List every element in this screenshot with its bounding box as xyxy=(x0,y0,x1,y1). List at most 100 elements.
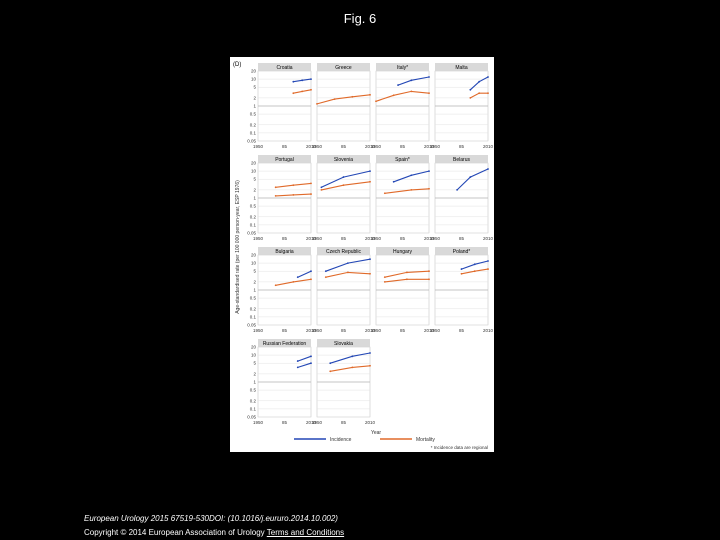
x-tick-label: 85 xyxy=(341,144,347,149)
y-tick-label: 1 xyxy=(253,380,256,385)
mortality-point xyxy=(478,92,481,95)
panel-header xyxy=(317,339,370,347)
y-tick-label: 0.1 xyxy=(250,406,257,411)
incidence-point xyxy=(428,76,430,78)
mortality-point xyxy=(392,94,395,97)
mortality-point xyxy=(375,100,377,103)
panel-title: Croatia xyxy=(276,65,292,71)
mortality-point xyxy=(347,271,349,274)
panel-header xyxy=(435,63,488,71)
x-tick-label: 85 xyxy=(400,144,406,149)
x-tick-label: 85 xyxy=(400,328,406,333)
y-tick-label: 0.1 xyxy=(250,130,257,135)
y-tick-label: 1 xyxy=(253,288,256,293)
incidence-point xyxy=(301,79,304,82)
terms-link[interactable]: Terms and Conditions xyxy=(266,528,345,537)
panel-header xyxy=(376,155,429,163)
y-tick-label: 0.2 xyxy=(250,306,257,311)
y-tick-label: 5 xyxy=(253,85,256,90)
panel-header xyxy=(317,155,370,163)
y-tick-label: 0.5 xyxy=(250,204,257,209)
x-tick-label: 2010 xyxy=(306,236,317,241)
incidence-point xyxy=(296,276,299,279)
panel-title: Greece xyxy=(335,65,352,71)
mortality-point xyxy=(369,272,371,275)
y-tick-label: 0.5 xyxy=(250,388,257,393)
x-tick-label: 1950 xyxy=(371,236,382,241)
mortality-point xyxy=(324,276,327,279)
y-tick-label: 2 xyxy=(253,187,256,192)
panel-title: Spain* xyxy=(395,157,410,163)
panel-russian-federation: Russian Federation20105210.50.20.10.0519… xyxy=(247,339,317,425)
x-tick-label: 85 xyxy=(400,236,406,241)
legend-incidence-label: Incidence xyxy=(330,437,352,443)
x-tick-label: 1950 xyxy=(253,420,264,425)
panel-greece: Greece 1950 85 2010 xyxy=(312,63,376,149)
mortality-point xyxy=(310,88,312,91)
y-tick-label: 5 xyxy=(253,269,256,274)
mortality-point xyxy=(369,180,371,183)
incidence-point xyxy=(347,262,349,264)
y-tick-label: 0.05 xyxy=(247,231,256,236)
panel-header xyxy=(258,155,311,163)
figure-panel: (D) Age-standardised rate (per 100 000 pe… xyxy=(230,57,494,452)
x-tick-label: 85 xyxy=(459,328,465,333)
panel-spain: Spain* 1950 85 2010 xyxy=(371,155,435,241)
x-tick-label: 1950 xyxy=(253,328,264,333)
mortality-point xyxy=(487,268,489,270)
y-tick-label: 0.2 xyxy=(250,398,257,403)
y-tick-label: 0.05 xyxy=(247,139,256,144)
mortality-point xyxy=(333,98,336,101)
incidence-point xyxy=(292,80,295,83)
mortality-point xyxy=(292,92,295,95)
panel-title: Hungary xyxy=(393,249,412,255)
incidence-point xyxy=(397,84,399,86)
y-tick-label: 10 xyxy=(251,353,257,358)
incidence-point xyxy=(410,174,413,177)
x-tick-label: 2010 xyxy=(424,144,435,149)
x-tick-label: 2010 xyxy=(483,328,494,333)
incidence-point xyxy=(310,270,312,273)
panel-title: Italy* xyxy=(397,65,408,71)
incidence-point xyxy=(310,78,312,80)
panel-malta: Malta 1950 85 2010 xyxy=(430,63,494,149)
x-tick-label: 2010 xyxy=(365,144,376,149)
mortality-point xyxy=(383,276,386,279)
mortality-point xyxy=(383,192,386,195)
x-tick-label: 2010 xyxy=(306,328,317,333)
panel-czech-republic: Czech Republic 1950 85 2010 xyxy=(312,247,376,333)
mortality-point xyxy=(428,92,430,95)
incidence-series xyxy=(297,362,312,368)
panel-hungary: Hungary 1950 85 2010 xyxy=(371,247,435,333)
mortality-point xyxy=(473,270,476,273)
incidence-point xyxy=(456,189,458,191)
incidence-point xyxy=(460,268,463,270)
mortality-point xyxy=(460,272,463,275)
small-multiples-chart: (D) Age-standardised rate (per 100 000 pe… xyxy=(233,62,494,450)
x-tick-label: 1950 xyxy=(312,328,323,333)
incidence-point xyxy=(473,263,476,266)
incidence-point xyxy=(329,362,332,365)
x-tick-label: 85 xyxy=(459,144,465,149)
x-tick-label: 85 xyxy=(341,236,347,241)
incidence-point xyxy=(469,88,472,91)
x-tick-label: 1950 xyxy=(430,236,441,241)
y-tick-label: 20 xyxy=(251,161,257,166)
y-tick-label: 1 xyxy=(253,104,256,109)
mortality-point xyxy=(329,370,332,373)
x-tick-label: 2010 xyxy=(424,236,435,241)
panel-title: Poland* xyxy=(453,249,471,255)
incidence-point xyxy=(487,168,489,170)
mortality-point xyxy=(410,90,413,93)
mortality-point xyxy=(469,97,472,99)
x-tick-label: 85 xyxy=(341,328,347,333)
mortality-point xyxy=(369,93,371,96)
x-tick-label: 1950 xyxy=(312,420,323,425)
incidence-point xyxy=(369,352,371,354)
x-tick-label: 1950 xyxy=(371,328,382,333)
legend-note: * Incidence data are regional xyxy=(431,445,488,450)
panel-title: Bulgaria xyxy=(275,249,294,255)
x-tick-label: 2010 xyxy=(306,420,317,425)
mortality-point xyxy=(428,270,430,273)
